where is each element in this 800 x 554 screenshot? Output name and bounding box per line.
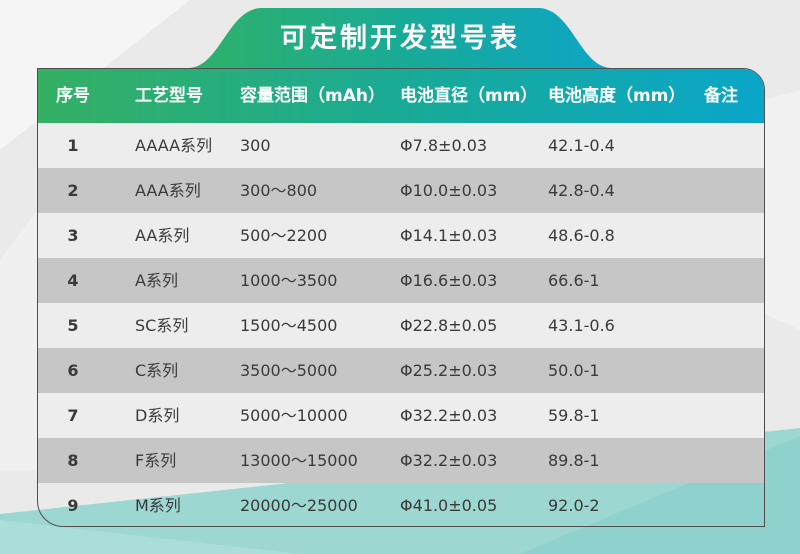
title-ribbon: 可定制开发型号表 [170, 8, 630, 68]
cell-model: SC系列 [135, 316, 189, 335]
column-header-model: 工艺型号 [135, 86, 203, 106]
column-header-capacity: 容量范围（mAh） [240, 86, 385, 106]
cell-diameter: Φ32.2±0.03 [400, 451, 498, 470]
column-header-note: 备注 [704, 86, 738, 106]
cell-note [678, 258, 764, 303]
cell-note [678, 123, 764, 168]
cell-capacity: 300 [240, 136, 271, 155]
cell-note [678, 348, 764, 393]
cell-diameter: Φ41.0±0.05 [400, 496, 498, 515]
cell-height: 42.1-0.4 [548, 136, 615, 155]
table-row: 5 SC系列 1500～4500 Φ22.8±0.05 43.1-0.6 [38, 303, 764, 348]
cell-model: AA系列 [135, 226, 190, 245]
cell-note [678, 483, 764, 526]
cell-capacity: 500～2200 [240, 226, 328, 245]
cell-capacity: 1500～4500 [240, 316, 338, 335]
cell-capacity: 300～800 [240, 181, 318, 200]
table-row: 8 F系列 13000～15000 Φ32.2±0.03 89.8-1 [38, 438, 764, 483]
cell-diameter: Φ14.1±0.03 [400, 226, 498, 245]
column-header-diameter: 电池直径（mm） [400, 86, 538, 106]
column-header-height: 电池高度（mm） [548, 86, 686, 106]
cell-diameter: Φ10.0±0.03 [400, 181, 498, 200]
spec-table: 序号 工艺型号 容量范围（mAh） 电池直径（mm） 电池高度（mm） 备注 1… [37, 68, 765, 527]
cell-note [678, 438, 764, 483]
cell-diameter: Φ16.6±0.03 [400, 271, 498, 290]
cell-diameter: Φ25.2±0.03 [400, 361, 498, 380]
cell-serial: 4 [67, 271, 79, 290]
cell-capacity: 3500～5000 [240, 361, 338, 380]
cell-height: 59.8-1 [548, 406, 600, 425]
cell-diameter: Φ22.8±0.05 [400, 316, 498, 335]
cell-serial: 6 [67, 361, 79, 380]
cell-note [678, 168, 764, 213]
table-row: 7 D系列 5000～10000 Φ32.2±0.03 59.8-1 [38, 393, 764, 438]
cell-serial: 8 [67, 451, 79, 470]
table-header-row: 序号 工艺型号 容量范围（mAh） 电池直径（mm） 电池高度（mm） 备注 [38, 69, 764, 123]
table-row: 2 AAA系列 300～800 Φ10.0±0.03 42.8-0.4 [38, 168, 764, 213]
cell-model: M系列 [135, 496, 181, 515]
table-row: 9 M系列 20000～25000 Φ41.0±0.05 92.0-2 [38, 483, 764, 526]
cell-serial: 7 [67, 406, 79, 425]
cell-model: AAA系列 [135, 181, 201, 200]
cell-capacity: 20000～25000 [240, 496, 358, 515]
cell-serial: 2 [67, 181, 79, 200]
cell-serial: 9 [67, 496, 79, 515]
table-row: 6 C系列 3500～5000 Φ25.2±0.03 50.0-1 [38, 348, 764, 393]
cell-capacity: 13000～15000 [240, 451, 358, 470]
title-ribbon-shape [188, 8, 612, 68]
cell-height: 66.6-1 [548, 271, 600, 290]
cell-note [678, 303, 764, 348]
table-row: 1 AAAA系列 300 Φ7.8±0.03 42.1-0.4 [38, 123, 764, 168]
table-row: 4 A系列 1000～3500 Φ16.6±0.03 66.6-1 [38, 258, 764, 303]
cell-serial: 5 [67, 316, 79, 335]
cell-height: 92.0-2 [548, 496, 600, 515]
cell-model: A系列 [135, 271, 178, 290]
cell-capacity: 1000～3500 [240, 271, 338, 290]
cell-model: AAAA系列 [135, 136, 213, 155]
cell-note [678, 213, 764, 258]
cell-height: 42.8-0.4 [548, 181, 615, 200]
page-title: 可定制开发型号表 [280, 23, 520, 54]
column-header-serial: 序号 [56, 86, 90, 106]
cell-serial: 3 [67, 226, 79, 245]
cell-height: 48.6-0.8 [548, 226, 615, 245]
cell-capacity: 5000～10000 [240, 406, 348, 425]
cell-height: 89.8-1 [548, 451, 600, 470]
cell-height: 43.1-0.6 [548, 316, 615, 335]
cell-note [678, 393, 764, 438]
table-body: 1 AAAA系列 300 Φ7.8±0.03 42.1-0.4 2 AAA系列 … [38, 123, 764, 526]
cell-diameter: Φ32.2±0.03 [400, 406, 498, 425]
cell-model: F系列 [135, 451, 177, 470]
cell-diameter: Φ7.8±0.03 [400, 136, 488, 155]
cell-model: D系列 [135, 406, 180, 425]
cell-model: C系列 [135, 361, 179, 380]
table-row: 3 AA系列 500～2200 Φ14.1±0.03 48.6-0.8 [38, 213, 764, 258]
cell-serial: 1 [67, 136, 79, 155]
cell-height: 50.0-1 [548, 361, 600, 380]
